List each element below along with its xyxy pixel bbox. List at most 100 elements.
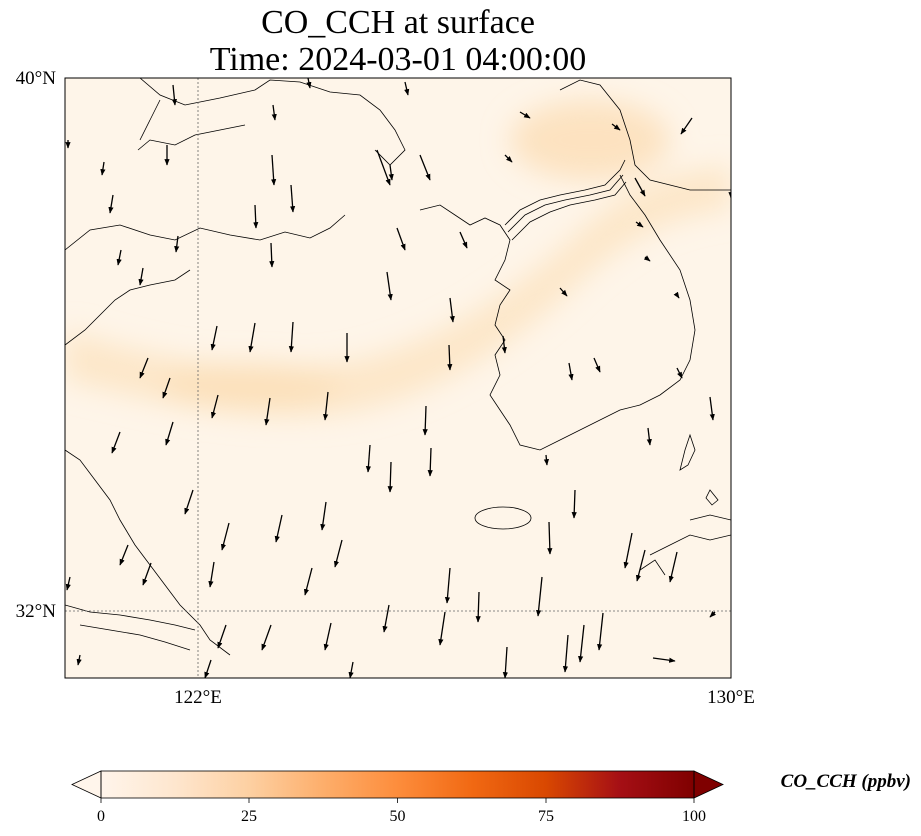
wind-arrow [447, 344, 453, 371]
map-title-line2: Time: 2024-03-01 04:00:00 [210, 41, 587, 78]
wind-arrow [709, 396, 715, 421]
colorbar: 0 25 50 75 100 CO_CCH (ppbv) [71, 770, 911, 825]
wind-arrow [387, 461, 393, 493]
wind-arrow [323, 391, 329, 421]
wind-arrow [289, 184, 296, 213]
colorbar-tick-25: 25 [241, 808, 257, 825]
wind-arrow [288, 321, 294, 353]
wind-arrow [365, 444, 372, 473]
wind-arrow [668, 551, 678, 583]
wind-arrow [348, 661, 354, 678]
wind-arrow [444, 567, 451, 604]
wind-arrow [253, 204, 259, 229]
wind-arrow [404, 81, 410, 96]
lon-label-130e: 130°E [707, 687, 755, 708]
wind-arrow [623, 532, 633, 569]
wind-arrow [119, 544, 129, 566]
lat-label-32n: 32°N [16, 601, 57, 622]
wind-arrow [504, 154, 513, 163]
wind-arrow [204, 659, 212, 678]
wind-arrow [217, 624, 227, 649]
lat-label-40n: 40°N [16, 68, 57, 89]
wind-arrow [271, 104, 277, 121]
colorbar-tick-0: 0 [97, 808, 105, 825]
wind-arrow [593, 357, 601, 373]
wind-arrow [320, 501, 327, 531]
wind-arrow [261, 624, 272, 651]
wind-arrow [676, 367, 683, 379]
wind-arrow [568, 362, 574, 381]
wind-arrow [138, 267, 144, 286]
wind-arrow [274, 514, 283, 543]
wind-arrow [422, 405, 428, 436]
gridlines [65, 78, 731, 678]
wind-arrow [184, 489, 194, 515]
wind-arrow [248, 322, 256, 353]
wind-arrow [306, 78, 312, 89]
wind-arrow [643, 255, 651, 262]
wind-arrow [559, 287, 568, 297]
wind-arrow [501, 335, 507, 354]
wind-arrow [459, 231, 468, 249]
wind-arrow [162, 377, 171, 399]
wind-arrow [519, 111, 531, 119]
colorbar-max-extend [693, 770, 724, 799]
wind-arrow [271, 154, 277, 186]
wind-arrow [543, 454, 550, 466]
map-frame [64, 77, 732, 679]
wind-arrow [303, 567, 313, 596]
colorbar-gradient [101, 771, 694, 798]
wind-arrow [111, 431, 121, 454]
wind-arrow [635, 221, 644, 228]
wind-arrow [536, 576, 543, 617]
wind-arrow [475, 591, 481, 623]
concentration-plume [65, 100, 731, 416]
colorbar-tick-75: 75 [538, 808, 554, 825]
wind-arrow [210, 325, 218, 351]
wind-arrow [562, 634, 569, 673]
wind-arrow [210, 394, 219, 419]
map-title-line1: CO_CCH at surface [261, 4, 535, 41]
colorbar-tick-50: 50 [390, 808, 406, 825]
wind-arrow [419, 154, 431, 181]
wind-arrow [220, 522, 230, 551]
wind-arrow [646, 427, 652, 446]
wind-arrow [171, 84, 178, 106]
colorbar-tick-100: 100 [682, 808, 706, 825]
wind-arrow [174, 235, 180, 253]
wind-arrow [142, 562, 152, 586]
wind-arrow [427, 447, 433, 477]
wind-arrow [76, 654, 82, 666]
wind-arrow [386, 271, 393, 301]
wind-arrow [547, 521, 553, 555]
wind-arrow [108, 194, 114, 214]
wind-arrow [269, 242, 275, 268]
wind-arrow [382, 604, 390, 633]
colorbar-min-extend [71, 770, 102, 799]
wind-arrow [388, 164, 394, 181]
wind-vectors [65, 78, 731, 678]
wind-arrow [165, 421, 174, 446]
wind-arrow [323, 622, 332, 651]
wind-arrow [208, 561, 215, 588]
wind-arrow [680, 117, 693, 135]
wind-arrow [396, 227, 406, 251]
wind-arrow [139, 357, 149, 379]
wind-arrow [376, 149, 391, 186]
wind-arrow [709, 611, 716, 618]
wind-arrow [652, 657, 676, 663]
wind-arrow [571, 489, 577, 519]
wind-arrow [264, 397, 271, 426]
wind-arrow [634, 177, 646, 197]
wind-arrow [502, 646, 508, 678]
wind-arrow [578, 624, 585, 663]
colorbar-label: CO_CCH (ppbv) [781, 771, 911, 792]
lon-label-122e: 122°E [174, 687, 222, 708]
map-area [65, 78, 731, 678]
wind-arrow [597, 612, 604, 651]
wind-arrow [449, 297, 455, 323]
wind-arrow [635, 549, 646, 582]
wind-arrow [438, 611, 446, 646]
wind-arrow [333, 539, 343, 568]
